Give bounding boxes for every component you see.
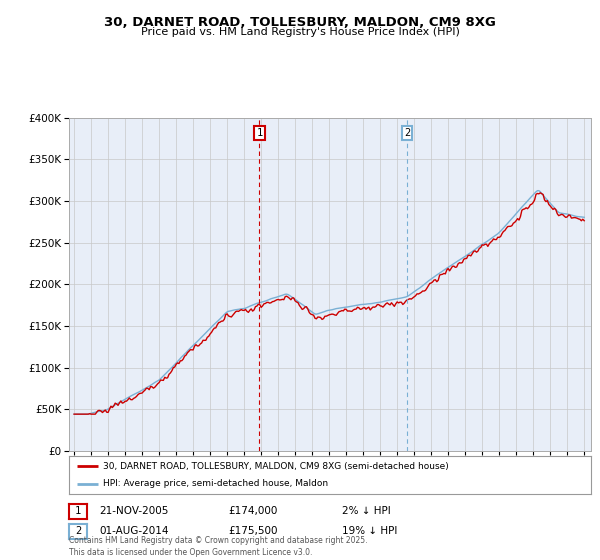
Text: 30, DARNET ROAD, TOLLESBURY, MALDON, CM9 8XG: 30, DARNET ROAD, TOLLESBURY, MALDON, CM9… <box>104 16 496 29</box>
Text: 19% ↓ HPI: 19% ↓ HPI <box>342 526 397 536</box>
Text: Contains HM Land Registry data © Crown copyright and database right 2025.
This d: Contains HM Land Registry data © Crown c… <box>69 536 367 557</box>
Text: 2% ↓ HPI: 2% ↓ HPI <box>342 506 391 516</box>
Text: 2: 2 <box>75 526 81 536</box>
Text: HPI: Average price, semi-detached house, Maldon: HPI: Average price, semi-detached house,… <box>103 479 328 488</box>
Text: 2: 2 <box>404 128 410 138</box>
Text: 30, DARNET ROAD, TOLLESBURY, MALDON, CM9 8XG (semi-detached house): 30, DARNET ROAD, TOLLESBURY, MALDON, CM9… <box>103 461 449 470</box>
Text: 21-NOV-2005: 21-NOV-2005 <box>99 506 169 516</box>
Text: £175,500: £175,500 <box>228 526 277 536</box>
Text: £174,000: £174,000 <box>228 506 277 516</box>
Text: 01-AUG-2014: 01-AUG-2014 <box>99 526 169 536</box>
Text: 1: 1 <box>256 128 263 138</box>
Text: 1: 1 <box>75 506 81 516</box>
Text: Price paid vs. HM Land Registry's House Price Index (HPI): Price paid vs. HM Land Registry's House … <box>140 27 460 37</box>
